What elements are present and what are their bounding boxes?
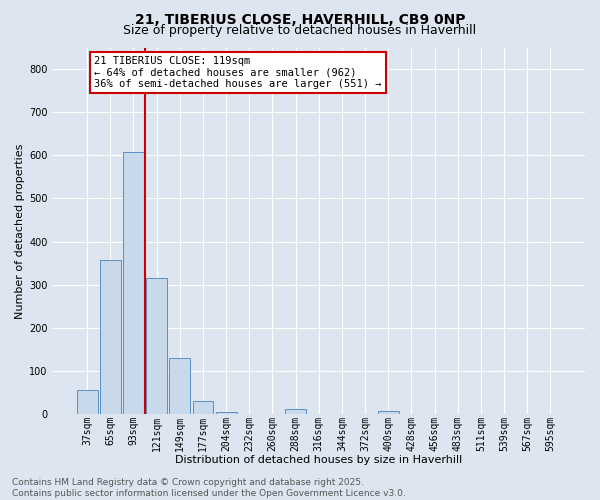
Bar [285, 409, 306, 414]
Bar [378, 410, 398, 414]
Bar [169, 358, 190, 414]
Bar [146, 278, 167, 414]
Bar [123, 152, 144, 414]
X-axis label: Distribution of detached houses by size in Haverhill: Distribution of detached houses by size … [175, 455, 463, 465]
Bar [215, 412, 236, 414]
Text: 21 TIBERIUS CLOSE: 119sqm
← 64% of detached houses are smaller (962)
36% of semi: 21 TIBERIUS CLOSE: 119sqm ← 64% of detac… [94, 56, 382, 90]
Text: 21, TIBERIUS CLOSE, HAVERHILL, CB9 0NP: 21, TIBERIUS CLOSE, HAVERHILL, CB9 0NP [135, 12, 465, 26]
Y-axis label: Number of detached properties: Number of detached properties [15, 143, 25, 318]
Text: Size of property relative to detached houses in Haverhill: Size of property relative to detached ho… [124, 24, 476, 37]
Text: Contains HM Land Registry data © Crown copyright and database right 2025.
Contai: Contains HM Land Registry data © Crown c… [12, 478, 406, 498]
Bar [77, 390, 98, 414]
Bar [193, 402, 214, 414]
Bar [100, 260, 121, 414]
